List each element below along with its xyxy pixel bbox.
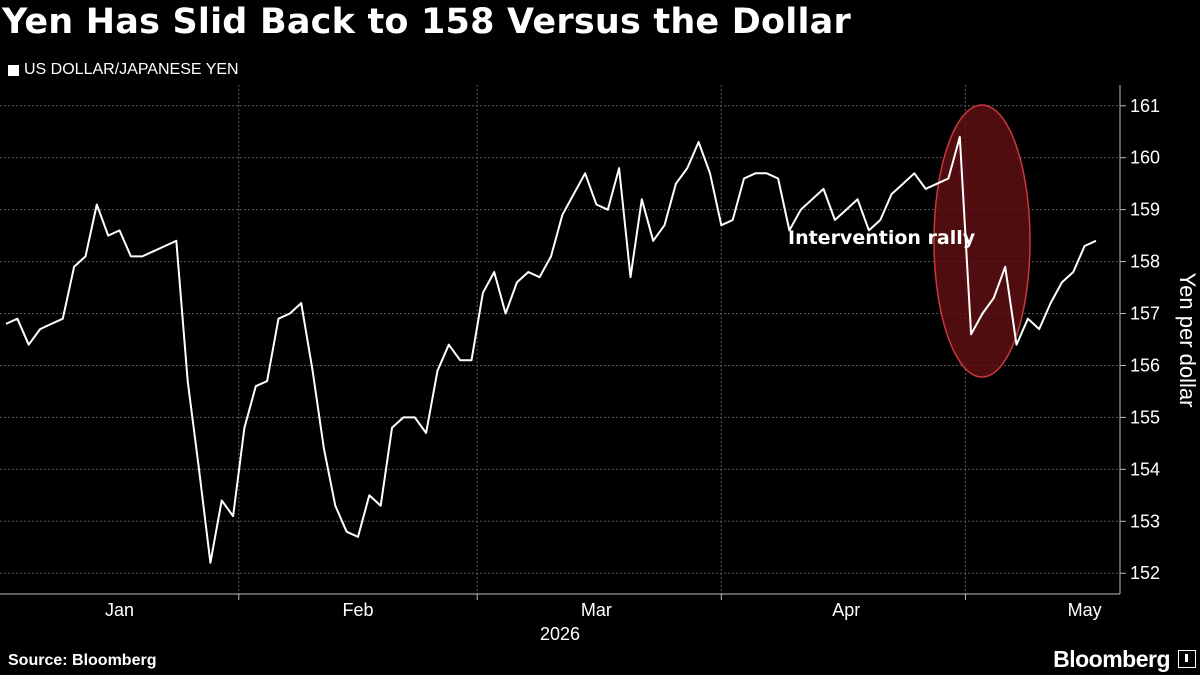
y-tick-label: 156: [1130, 355, 1160, 375]
series-group: [5, 135, 1097, 564]
x-axis-year-label: 2026: [540, 624, 580, 644]
x-tick-label: May: [1068, 600, 1102, 620]
y-tick-labels: 152 153 154 155 156 157 158 159 160 161: [1120, 96, 1160, 583]
y-tick-label: 160: [1130, 148, 1160, 168]
y-tick-label: 159: [1130, 200, 1160, 220]
annotation-intervention-rally: Intervention rally: [788, 227, 976, 249]
x-tick-label: Jan: [105, 600, 134, 620]
y-tick-label: 161: [1130, 96, 1160, 116]
y-tick-label: 152: [1130, 563, 1160, 583]
x-tick-labels: Jan Feb Mar Apr May: [105, 600, 1102, 620]
y-tick-label: 158: [1130, 252, 1160, 272]
y-tick-label: 154: [1130, 459, 1160, 479]
intervention-highlight: [933, 104, 1031, 378]
source-note: Source: Bloomberg: [8, 652, 157, 669]
y-axis-title: Yen per dollar: [1175, 273, 1200, 408]
y-tick-label: 153: [1130, 511, 1160, 531]
legend-swatch: [8, 64, 19, 76]
series-line-usd-jpy: [5, 135, 1097, 564]
y-tick-label: 155: [1130, 407, 1160, 427]
gridlines: [0, 85, 1121, 600]
brand-logo: Bloomberg: [1053, 646, 1170, 672]
legend: US DOLLAR/JAPANESE YEN: [8, 61, 239, 79]
y-tick-label: 157: [1130, 304, 1160, 324]
bloomberg-chart-icon: [1178, 650, 1196, 668]
x-tick-label: Feb: [342, 600, 373, 620]
x-tick-label: Apr: [832, 600, 860, 620]
x-tick-label: Mar: [581, 600, 612, 620]
chart-title: Yen Has Slid Back to 158 Versus the Doll…: [2, 2, 851, 42]
legend-label: US DOLLAR/JAPANESE YEN: [24, 61, 239, 78]
